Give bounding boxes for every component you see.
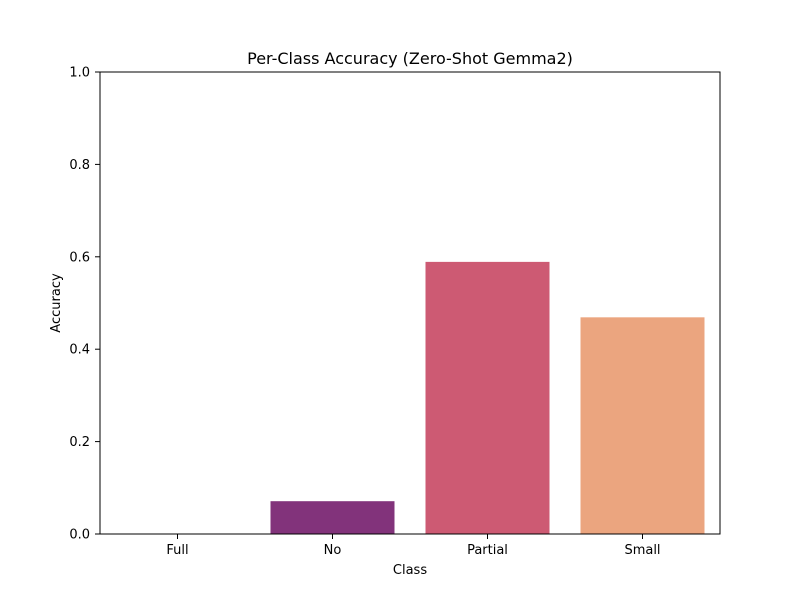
y-axis-ticks: 0.0 0.2 0.4 0.6 0.8 1.0 xyxy=(69,66,100,543)
x-tick-label: No xyxy=(324,543,342,558)
y-tick-label: 0.4 xyxy=(69,343,90,358)
bar-small xyxy=(580,317,705,534)
chart-title: Per-Class Accuracy (Zero-Shot Gemma2) xyxy=(247,49,573,68)
y-axis-label: Accuracy xyxy=(49,273,64,333)
y-tick-label: 0.6 xyxy=(69,250,90,265)
y-tick-label: 0.0 xyxy=(69,528,90,543)
x-tick-label: Partial xyxy=(467,543,508,558)
y-tick-label: 0.2 xyxy=(69,435,90,450)
plot-area-frame xyxy=(99,71,721,535)
bar-partial xyxy=(425,261,550,534)
bar-no xyxy=(270,501,395,534)
y-tick-label: 0.8 xyxy=(69,158,90,173)
x-tick-label: Full xyxy=(166,543,188,558)
x-axis-ticks: Full No Partial Small xyxy=(166,534,661,558)
y-tick-label: 1.0 xyxy=(69,66,90,81)
x-axis-label: Class xyxy=(393,563,427,578)
x-tick-label: Small xyxy=(624,543,660,558)
bars-group xyxy=(270,261,705,534)
